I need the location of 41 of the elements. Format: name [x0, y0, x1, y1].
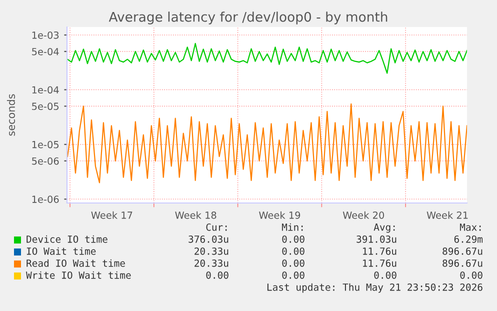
line-series [67, 103, 467, 184]
y-tick-label: 5e-05 [32, 102, 59, 110]
text: 0.00 [460, 271, 482, 279]
text: 896.67u [442, 247, 482, 255]
x-tick-label: Week 17 [91, 211, 132, 219]
y-tick-label: 1e-04 [32, 86, 59, 94]
x-tick-label: Week 20 [342, 211, 384, 219]
text: 0.00 [282, 259, 304, 267]
text: 6.29m [454, 235, 483, 243]
text: 11.76u [363, 247, 396, 255]
legend-label: IO Wait time [26, 247, 96, 255]
text: 0.00 [282, 271, 304, 279]
text: Min: [282, 223, 303, 231]
x-tick-label: Week 21 [426, 211, 468, 219]
legend-label: Device IO time [26, 235, 108, 243]
text: 0.00 [374, 271, 396, 279]
line-series [67, 42, 467, 74]
text: 20.33u [194, 247, 228, 255]
text: Last update: Thu May 21 23:50:23 2026 [267, 283, 482, 293]
text: Max: [460, 224, 481, 231]
text: 391.03u [356, 235, 396, 243]
text: 0.00 [282, 235, 304, 243]
y-tick-label: 1e-06 [32, 196, 59, 203]
y-axis-title: seconds [6, 94, 16, 136]
x-tick-label: Week 18 [175, 211, 216, 219]
text: 0.00 [282, 247, 304, 255]
legend-label: Read IO Wait time [26, 259, 125, 267]
text: 20.33u [194, 259, 228, 267]
text: 11.76u [363, 259, 396, 267]
text: 0.00 [206, 271, 228, 279]
x-tick-label: Week 19 [259, 211, 300, 219]
text: 896.67u [442, 259, 482, 267]
legend-label: Write IO Wait time [26, 271, 131, 279]
text: Avg: [374, 224, 395, 233]
y-tick-label: 5e-06 [32, 157, 59, 165]
y-tick-label: 5e-04 [32, 48, 59, 56]
chart-title: Average latency for /dev/loop0 - by month [108, 12, 388, 24]
text: 376.03u [188, 235, 228, 243]
y-tick-label: 1e-03 [32, 31, 59, 39]
y-tick-label: 1e-05 [32, 140, 59, 148]
text: Cur: [206, 223, 227, 231]
